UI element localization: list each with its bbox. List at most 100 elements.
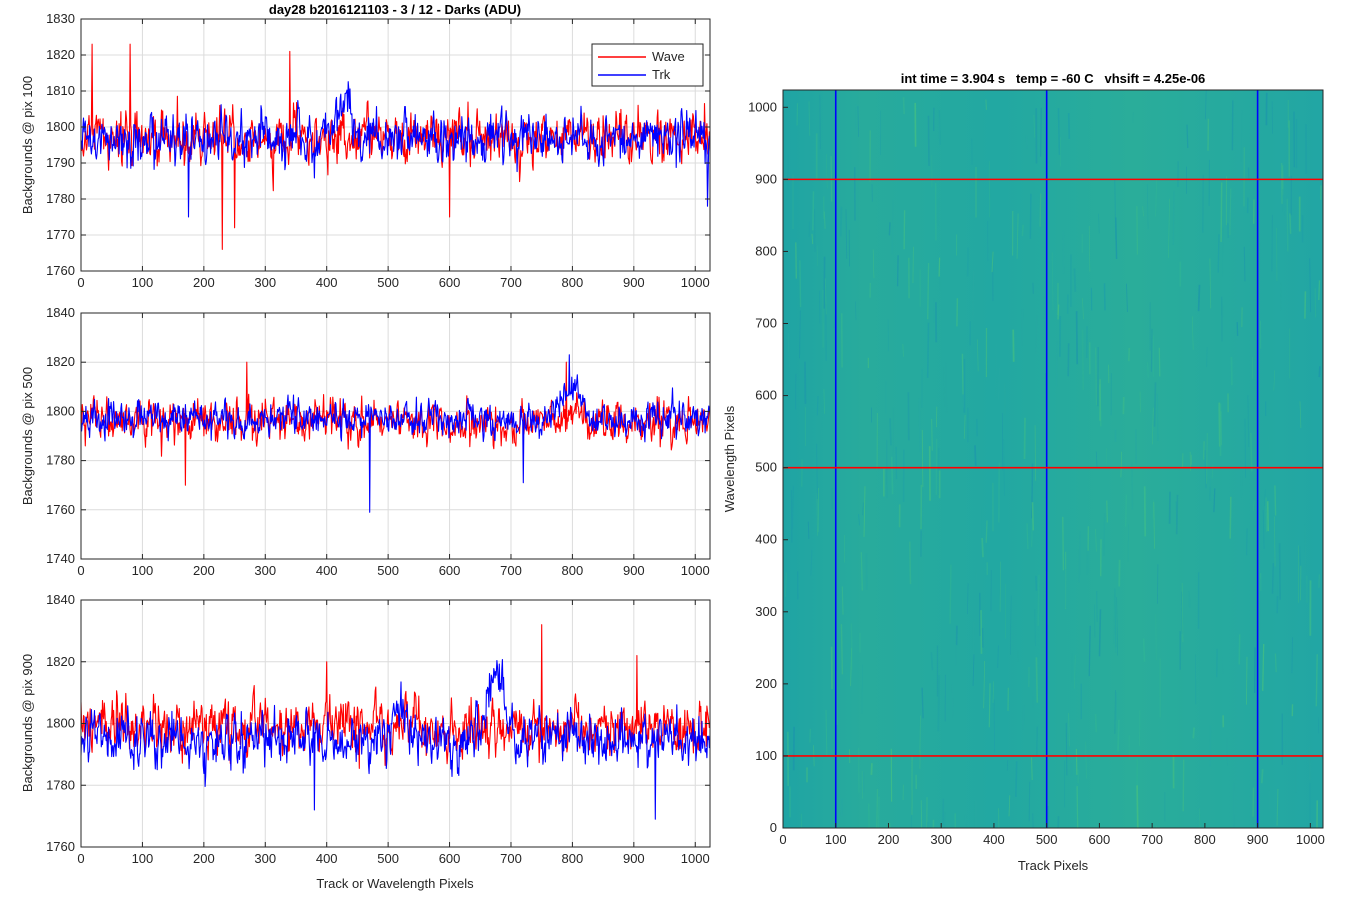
heatmap-streak [1252,787,1255,817]
heatmap-streak [930,652,934,671]
heatmap-streak [888,222,891,236]
legend-label-wave: Wave [652,49,685,64]
legend-box [591,43,704,87]
heatmap-streak [850,648,853,687]
heatmap-streak [1191,316,1194,350]
grid-pix500 [81,313,710,559]
heatmap-streak [1034,425,1037,481]
heatmap-streak [1016,213,1019,259]
x-tick-label: 300 [254,275,276,290]
heatmap-streak [963,414,966,439]
heatmap-streak [1186,124,1189,149]
heatmap-streak [1175,501,1178,525]
x-tick-label: 0 [77,275,84,290]
heatmap-streak [1015,761,1018,798]
heatmap-streak [1274,485,1277,516]
heatmap-streak [1074,655,1076,689]
heatmap-streak [1008,795,1011,817]
heatmap-streak [1252,500,1255,512]
heatmap-streak [809,728,812,743]
x-tick-label: 800 [562,851,584,866]
heatmap-streak [1040,107,1042,157]
heatmap-streak [943,367,945,408]
y-tick-label: 1760 [46,502,75,517]
heatmap-streak [1317,717,1320,734]
heatmap-y-tick-label: 600 [755,388,777,403]
heatmap-streak [1155,178,1157,217]
line-panel-pix100: 0 100 200 300 400 500 600 700 800 900 1000 1760 1770… [20,2,711,290]
heatmap-streak [810,549,813,576]
series-trk [81,81,710,218]
heatmap-streak [1103,513,1106,556]
series-trk [81,354,710,513]
heatmap-streak [927,262,930,320]
heatmap-streak [1030,757,1033,781]
heatmap-streak [902,343,904,357]
heatmap-streak [799,310,801,359]
heatmap-streak [927,115,930,166]
heatmap-streak [949,564,952,624]
heatmap-streak [1246,656,1248,705]
heatmap-streak [951,680,954,718]
heatmap-streak [997,808,1000,828]
x-tick-label: 800 [562,563,584,578]
heatmap-streak [1247,395,1250,448]
heatmap-streak [938,257,941,277]
heatmap-streak [1213,488,1216,513]
heatmap-streak [992,681,995,703]
x-tick-label: 400 [316,563,338,578]
y-tick-label: 1840 [46,305,75,320]
heatmap-streak [788,332,790,369]
heatmap-streak [889,418,892,446]
heatmap-overlay-lines [783,90,1323,828]
x-tick-label: 500 [377,851,399,866]
heatmap-streak [1308,746,1311,781]
y-tick-label: 1760 [46,839,75,854]
x-tick-label: 0 [77,851,84,866]
heatmap-streak [837,553,839,596]
heatmap-y-tick-label: 800 [755,243,777,258]
heatmap-streak [1062,516,1064,571]
heatmap-x-tick-label: 500 [1036,832,1058,847]
heatmap-streak [1094,714,1098,733]
heatmap-streak [1046,361,1050,378]
heatmap-streak [1113,594,1115,645]
heatmap-streak [1035,575,1038,591]
heatmap-streak [1023,417,1026,460]
x-tick-label: 600 [439,851,461,866]
x-tick-label: 700 [500,563,522,578]
heatmap-streak [1209,258,1212,309]
heatmap-streak [1126,283,1128,313]
heatmap-streak [808,101,811,136]
heatmap-streak [1033,114,1036,138]
heatmap-streak [1125,494,1127,527]
heatmap-streak [1029,193,1032,239]
heatmap-streak [1222,299,1224,318]
heatmap-streak [1035,726,1039,757]
heatmap-streak [1098,609,1102,657]
heatmap-streak [1073,268,1077,292]
heatmap-streak [1244,418,1246,478]
heatmap-streak [1153,382,1157,427]
heatmap-background [783,90,1323,828]
heatmap-streak [800,813,802,828]
heatmap-streak [1088,625,1091,677]
y-tick-label: 1740 [46,551,75,566]
heatmap-streak [823,388,826,414]
heatmap-streak [1034,609,1036,647]
heatmap-streak [1259,243,1261,270]
series-wave [81,43,710,250]
heatmap-streak [912,246,915,284]
heatmap-ylabel: Wavelength Pixels [722,405,737,512]
heatmap-streak [1075,311,1079,365]
heatmap-streak [967,583,969,615]
heatmap-streak [999,561,1001,613]
y-tick-label: 1810 [46,83,75,98]
heatmap-streak [1267,435,1271,452]
y-tick-label: 1780 [46,453,75,468]
heatmap-streak [1095,451,1098,468]
heatmap-streak [896,255,899,287]
heatmap-streak [903,210,906,250]
heatmap-streak [819,290,821,324]
heatmap-streak [1238,634,1241,665]
